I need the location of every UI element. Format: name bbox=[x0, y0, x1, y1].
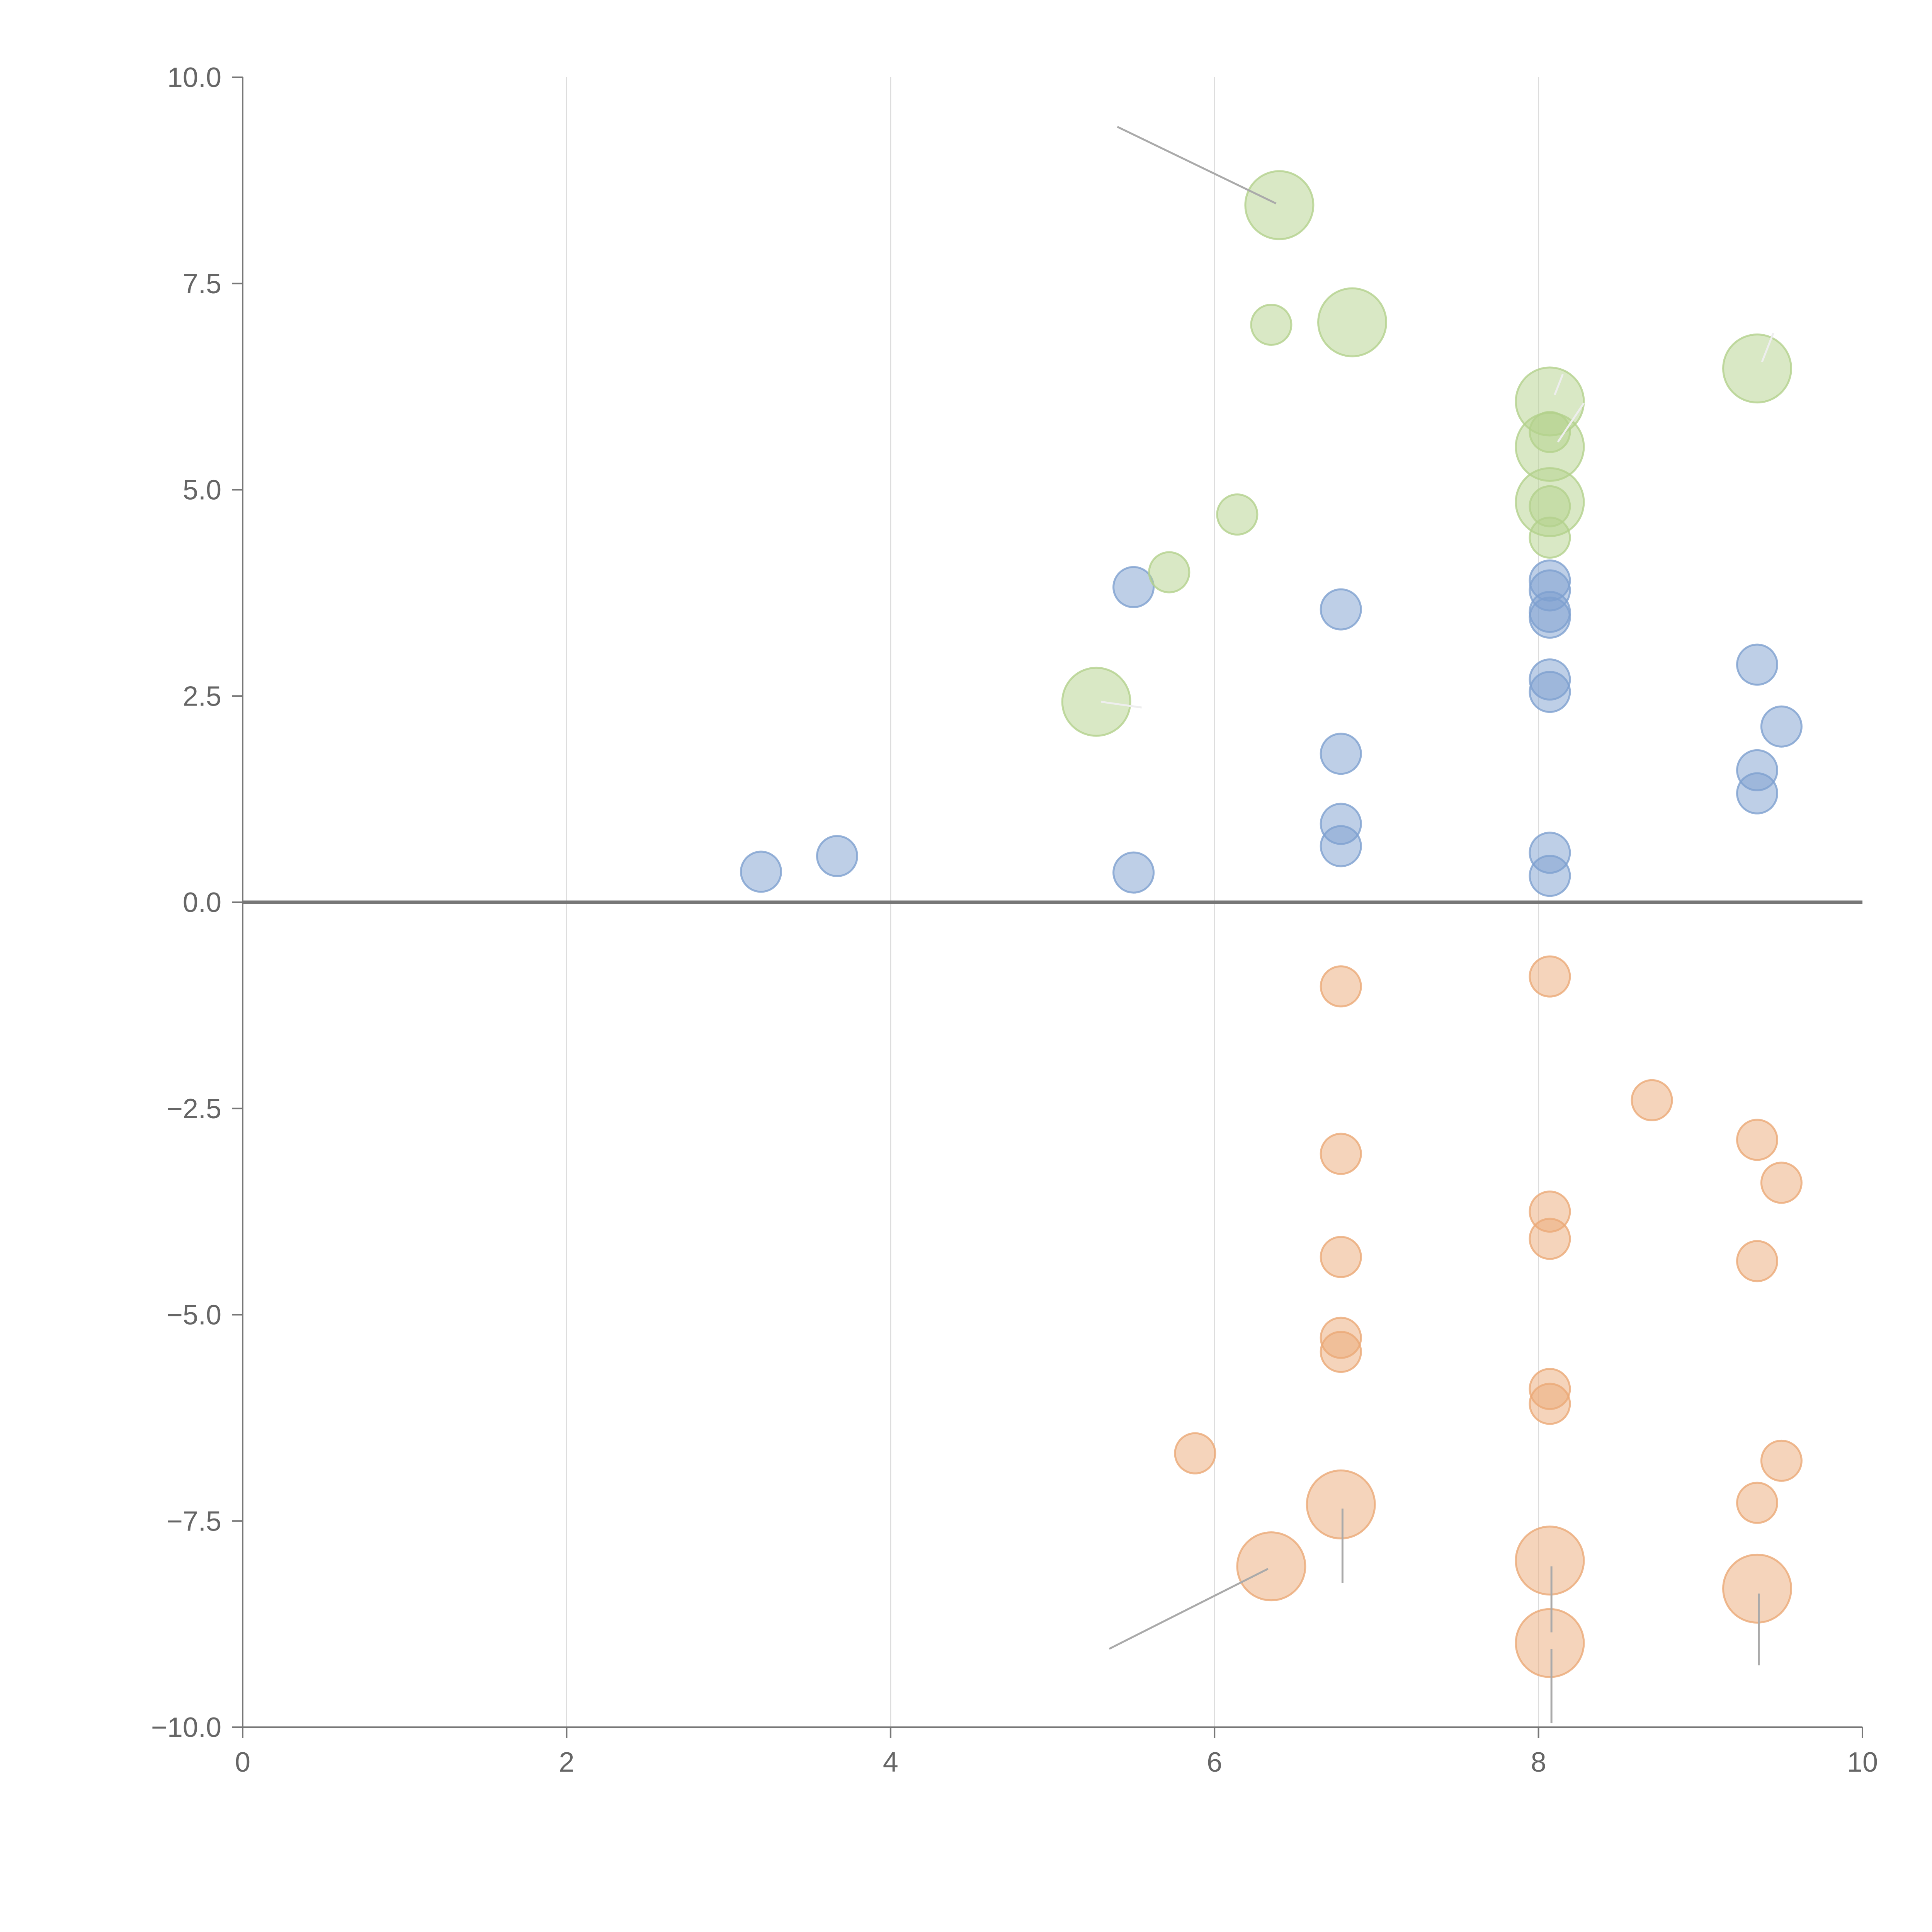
y-tick-label-8: −10.0 bbox=[151, 1712, 221, 1743]
y-tick-label-3: 2.5 bbox=[183, 681, 221, 712]
annotation-line-9 bbox=[1101, 701, 1142, 709]
x-tick-label-5: 10 bbox=[1847, 1747, 1878, 1778]
x-tick-label-2: 4 bbox=[883, 1747, 898, 1778]
bubble-orange-3 bbox=[1736, 1119, 1779, 1161]
bubble-blue-19 bbox=[1760, 705, 1803, 748]
bubble-orange-18 bbox=[1236, 1531, 1306, 1602]
bubble-orange-11 bbox=[1320, 1331, 1362, 1373]
bubble-blue-13 bbox=[1529, 671, 1571, 713]
bubble-orange-7 bbox=[1529, 1218, 1571, 1260]
bubble-orange-20 bbox=[1515, 1608, 1585, 1678]
annotation-line-0 bbox=[1117, 126, 1277, 204]
y-tick-label-4: 0.0 bbox=[183, 887, 221, 918]
x-tick-label-4: 8 bbox=[1531, 1747, 1546, 1778]
bubble-green-12 bbox=[1061, 667, 1131, 737]
bubble-blue-0 bbox=[740, 850, 782, 893]
ticks-layer: 0 2 4 6 8 10 10.0 7.5 5.0 2.5 0.0 −2.5 −5.0 −7.5 −10.0 bbox=[151, 62, 1878, 1778]
bubble-orange-5 bbox=[1320, 1133, 1362, 1175]
bubble-orange-0 bbox=[1320, 965, 1362, 1008]
bubble-green-8 bbox=[1529, 516, 1571, 559]
bubble-blue-18 bbox=[1736, 772, 1779, 815]
bubble-orange-17 bbox=[1306, 1469, 1376, 1540]
bubble-blue-4 bbox=[1320, 588, 1362, 631]
x-tick-label-0: 0 bbox=[235, 1747, 250, 1778]
bubble-blue-2 bbox=[1112, 566, 1155, 608]
bubble-blue-7 bbox=[1320, 825, 1362, 867]
axes bbox=[242, 77, 1862, 1728]
bubbles-layer bbox=[740, 170, 1803, 1678]
bubble-orange-14 bbox=[1174, 1432, 1216, 1475]
x-tick-label-3: 6 bbox=[1207, 1747, 1222, 1778]
bubble-orange-8 bbox=[1736, 1240, 1779, 1282]
bubble-blue-16 bbox=[1736, 643, 1779, 686]
bubble-orange-13 bbox=[1529, 1383, 1571, 1425]
bubble-orange-1 bbox=[1529, 955, 1571, 998]
annotation-line-7 bbox=[1557, 402, 1585, 443]
y-tick-label-6: −5.0 bbox=[167, 1300, 221, 1331]
bubble-blue-3 bbox=[1112, 851, 1155, 894]
bubble-blue-15 bbox=[1529, 855, 1571, 897]
bubble-blue-1 bbox=[816, 835, 858, 877]
annotation-line-8 bbox=[1761, 332, 1774, 362]
annotation-lines bbox=[1101, 126, 1774, 1723]
bubble-orange-16 bbox=[1736, 1481, 1779, 1524]
bubble-orange-19 bbox=[1515, 1526, 1585, 1596]
bubble-blue-11 bbox=[1529, 596, 1571, 639]
y-tick-label-5: −2.5 bbox=[167, 1094, 221, 1124]
bubble-orange-21 bbox=[1722, 1553, 1793, 1624]
bubble-orange-9 bbox=[1320, 1236, 1362, 1278]
bubble-orange-15 bbox=[1760, 1439, 1803, 1482]
bubble-orange-2 bbox=[1631, 1079, 1673, 1121]
bubble-green-0 bbox=[1244, 170, 1315, 240]
bubble-green-11 bbox=[1148, 551, 1190, 594]
bubble-green-2 bbox=[1317, 287, 1388, 357]
annotation-line-1 bbox=[1109, 1568, 1269, 1650]
x-tick-label-1: 2 bbox=[559, 1747, 574, 1778]
y-tick-label-7: −7.5 bbox=[167, 1506, 221, 1537]
y-tick-label-2: 5.0 bbox=[183, 475, 221, 506]
bubble-blue-5 bbox=[1320, 733, 1362, 775]
bubble-green-9 bbox=[1722, 333, 1793, 404]
y-tick-label-1: 7.5 bbox=[183, 269, 221, 299]
bubble-orange-4 bbox=[1760, 1162, 1803, 1204]
y-tick-label-0: 10.0 bbox=[167, 62, 221, 93]
annotation-line-6 bbox=[1554, 374, 1564, 395]
bubble-green-1 bbox=[1250, 304, 1293, 346]
bubble-green-10 bbox=[1216, 493, 1259, 536]
